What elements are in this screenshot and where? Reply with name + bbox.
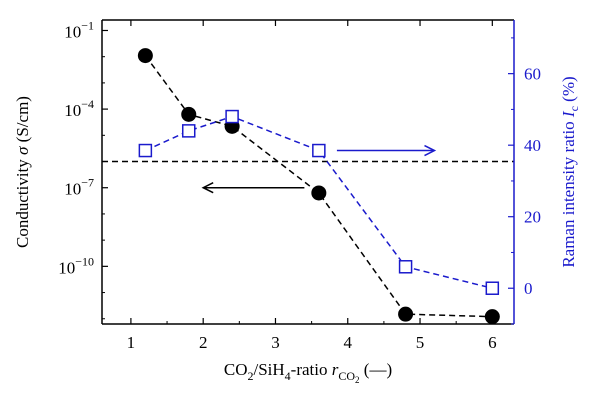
series-1-point-0 [138,143,153,158]
axes-layer [101,19,515,325]
y-left-tick-label-1: 10−4 [64,97,94,120]
x-tick-label-0: 1 [127,333,136,352]
annotation-layer [102,144,514,194]
y-left-tick-label-3: 10−10 [58,254,94,277]
x-tick-label-3: 4 [344,333,353,352]
right-arrow-head [424,144,437,157]
y-left-tick-label-2: 10−7 [64,176,94,199]
series-1-point-4 [398,260,413,274]
series-1-point-2 [225,109,239,124]
x-tick-label-5: 6 [488,333,497,352]
series-1-line [145,115,493,289]
y-right-axis-title: Raman intensity ratio Ic (%) [559,76,581,267]
series-layer [137,48,500,325]
series-0-point-4 [398,306,414,322]
series-0-point-5 [484,309,500,325]
labels-layer: 1 2 3 4 5 6 10−1 10−4 10−7 10−10 0 20 40 60 CO2/SiH4-r… [13,18,581,385]
series-1-point-3 [312,143,326,158]
series-0-line [144,55,493,318]
x-axis-title: CO2/SiH4-ratio rCO2 (—) [224,360,392,385]
y-right-tick-label-0: 0 [524,279,533,298]
series-1-point-1 [181,124,196,138]
y-left-axis-title: Conductivity σ (S/cm) [13,96,32,248]
series-0-point-1 [181,106,197,122]
x-tick-label-2: 3 [271,333,280,352]
left-arrow-head [201,182,214,194]
y-right-tick-label-2: 40 [524,136,541,155]
x-tick-label-4: 5 [416,333,425,352]
x-tick-label-1: 2 [199,333,208,352]
y-left-tick-label-0: 10−1 [64,18,94,41]
series-1-point-5 [485,281,500,295]
y-right-tick-label-1: 20 [524,208,541,227]
series-0-point-0 [137,48,153,64]
series-0-point-3 [311,185,327,201]
y-right-tick-label-3: 60 [524,65,541,84]
